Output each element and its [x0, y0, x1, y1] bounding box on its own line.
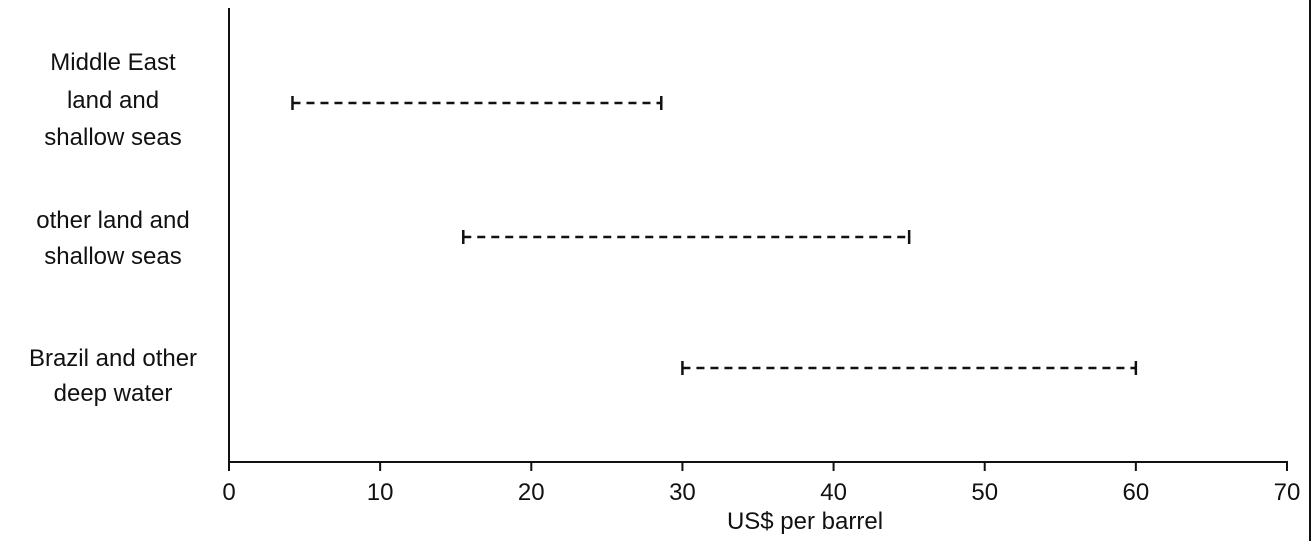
category-labels: Middle East land and shallow seas other lan…: [29, 49, 197, 407]
x-axis-title: US$ per barrel: [727, 508, 883, 535]
category-label-line: land and: [67, 87, 159, 114]
x-tick-label: 0: [222, 479, 235, 506]
x-tick-label: 30: [669, 479, 696, 506]
category-label-line: deep water: [54, 380, 173, 407]
x-tick-label: 20: [518, 479, 545, 506]
x-tick-label: 70: [1274, 479, 1301, 506]
x-tick-label: 60: [1123, 479, 1150, 506]
category-label-line: Middle East: [50, 49, 176, 76]
category-label-line: Brazil and other: [29, 345, 197, 372]
category-label-line: shallow seas: [44, 124, 181, 151]
x-ticks: 0 10 20 30 40 50 60 70: [222, 462, 1300, 506]
category-label-line: shallow seas: [44, 243, 181, 270]
x-tick-label: 50: [971, 479, 998, 506]
range-bars: [291, 96, 1138, 375]
x-tick-label: 40: [820, 479, 847, 506]
x-tick-label: 10: [367, 479, 394, 506]
category-label-line: other land and: [36, 207, 189, 234]
